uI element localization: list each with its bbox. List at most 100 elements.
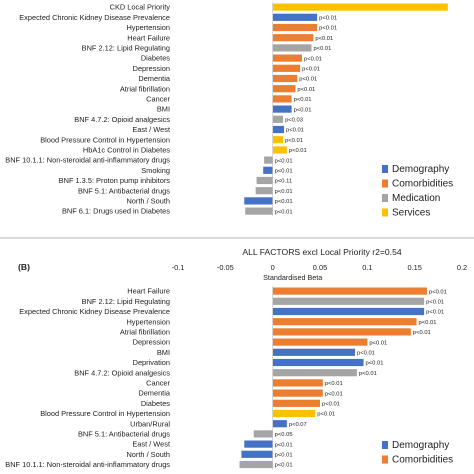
- p-value-label: p<0.01: [289, 148, 307, 154]
- category-label: Hypertension: [126, 23, 170, 32]
- bar: [272, 409, 316, 418]
- p-value-label: p<0.01: [285, 138, 303, 144]
- category-label: BMI: [157, 348, 170, 357]
- legend-swatch: [382, 208, 388, 217]
- bar: [239, 460, 273, 469]
- bar: [272, 105, 292, 113]
- bar: [272, 369, 357, 377]
- category-label: BNF 6.1: Drugs used in Diabetes: [62, 207, 170, 216]
- p-value-label: p<0.01: [429, 289, 447, 295]
- p-value-label: p<0.01: [275, 189, 293, 195]
- bar: [272, 389, 323, 397]
- category-label: Heart Failure: [127, 33, 170, 42]
- p-value-label: p<0.01: [302, 67, 320, 73]
- bar: [272, 136, 284, 144]
- category-label: East / West: [132, 125, 170, 134]
- bar: [245, 207, 273, 215]
- bar: [272, 297, 425, 305]
- p-value-label: p<0.01: [275, 442, 293, 448]
- p-value-label: p<0.01: [322, 402, 340, 408]
- p-value-label: p<0.01: [426, 300, 444, 306]
- bar: [263, 166, 273, 174]
- p-value-label: p<0.01: [357, 351, 375, 357]
- category-label: Diabetes: [141, 399, 170, 408]
- legend-label: Comorbidities: [392, 455, 453, 466]
- x-tick-label: -0.1: [172, 263, 185, 272]
- bar: [255, 187, 273, 195]
- category-label: Depression: [133, 64, 170, 73]
- bar: [272, 85, 296, 93]
- p-value-label: p<0.01: [319, 26, 337, 32]
- p-value-label: p<0.05: [275, 432, 293, 438]
- legend-label: Services: [392, 208, 430, 219]
- bar: [272, 307, 425, 316]
- bar: [272, 125, 285, 134]
- p-value-label: p<0.01: [369, 340, 387, 346]
- legend-label: Medication: [392, 193, 440, 204]
- legend-swatch: [382, 179, 388, 188]
- bar: [272, 318, 417, 326]
- category-label: Hypertension: [126, 317, 170, 326]
- category-label: BNF 2.12: Lipid Regulating: [82, 44, 170, 53]
- panel-label: (B): [18, 262, 30, 272]
- category-label: BNF 4.7.2: Opioid analgesics: [74, 368, 170, 377]
- bar: [272, 13, 318, 21]
- legend-label: Comorbidities: [392, 179, 453, 190]
- bar: [272, 287, 427, 295]
- legend-swatch: [382, 441, 388, 449]
- p-value-label: p<0.03: [285, 118, 303, 124]
- category-label: Urban/Rural: [130, 419, 170, 428]
- p-value-label: p<0.01: [313, 46, 331, 52]
- p-value-label: p<0.01: [299, 77, 317, 83]
- bar: [272, 3, 448, 11]
- category-label: Atrial fibrillation: [120, 84, 170, 93]
- category-label: BNF 10.1.1: Non-steroidal anti-inflammat…: [5, 460, 170, 469]
- p-value-label: p<0.01: [275, 463, 293, 469]
- legend-swatch: [382, 165, 388, 173]
- category-label: Smoking: [141, 166, 170, 175]
- bar: [272, 358, 364, 367]
- p-value-label: p<0.01: [294, 107, 312, 113]
- p-value-label: p<0.01: [275, 169, 293, 175]
- category-label: Cancer: [146, 95, 170, 104]
- category-label: Blood Pressure Control in Hypertension: [40, 135, 170, 144]
- bar: [272, 328, 411, 336]
- bar: [272, 23, 318, 32]
- p-value-label: p<0.01: [286, 128, 304, 134]
- category-label: BNF 5.1: Antibacterial drugs: [78, 430, 170, 439]
- bar: [272, 146, 287, 154]
- x-tick-label: 0.2: [457, 263, 467, 272]
- bar: [272, 34, 314, 42]
- bar: [272, 44, 312, 52]
- bar: [241, 450, 273, 458]
- category-label: East / West: [132, 440, 170, 449]
- p-value-label: p<0.01: [275, 209, 293, 215]
- p-value-label: p<0.01: [275, 158, 293, 164]
- p-value-label: p<0.01: [366, 361, 384, 367]
- x-tick-label: 0.05: [313, 263, 327, 272]
- category-label: Diabetes: [141, 54, 170, 63]
- x-tick-label: 0.15: [407, 263, 421, 272]
- bar: [272, 338, 368, 346]
- category-label: Depression: [133, 338, 170, 347]
- p-value-label: p<0.01: [359, 371, 377, 377]
- p-value-label: p<0.01: [315, 36, 333, 42]
- legend-label: Demography: [392, 164, 449, 175]
- bar: [272, 95, 292, 103]
- legend-swatch: [382, 194, 388, 202]
- chart-title: ALL FACTORS excl Local Priority r2=0.54: [242, 247, 402, 257]
- bar: [253, 430, 273, 438]
- category-label: Dementia: [138, 74, 171, 83]
- x-tick-label: 0.1: [362, 263, 372, 272]
- bar: [272, 64, 301, 72]
- bar: [272, 115, 284, 123]
- category-label: Expected Chronic Kidney Disease Prevalen…: [19, 13, 170, 22]
- category-label: BMI: [157, 105, 170, 114]
- x-axis-title: Standardised Beta: [263, 273, 322, 282]
- category-label: North / South: [126, 197, 170, 206]
- bar: [272, 420, 287, 428]
- category-label: Dementia: [138, 389, 171, 398]
- p-value-label: p<0.01: [317, 412, 335, 418]
- bar: [272, 54, 303, 62]
- p-value-label: p<0.01: [413, 330, 431, 336]
